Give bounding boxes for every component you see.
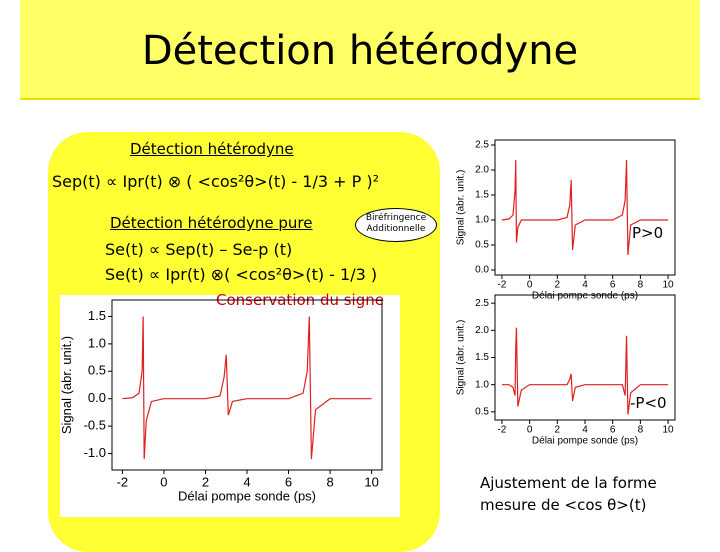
y-tick-label: 2.0 (475, 165, 489, 176)
y-tick-label: -0.5 (84, 418, 106, 433)
y-tick-label: 0.5 (475, 406, 489, 417)
x-tick-label: 4 (582, 280, 588, 291)
x-tick-label: 10 (663, 425, 675, 436)
x-tick-label: 8 (326, 474, 333, 489)
caption: Ajustement de la forme (480, 474, 657, 492)
y-tick-label: 0.0 (88, 390, 106, 405)
y-tick-label: 0.5 (475, 240, 489, 251)
label: -P<0 (630, 394, 667, 412)
x-tick-label: 0 (527, 425, 533, 436)
x-axis-label: Délai pompe sonde (ps) (532, 436, 638, 447)
x-tick-label: 6 (610, 280, 616, 291)
x-tick-label: 4 (243, 474, 250, 489)
x-tick-label: 2 (555, 280, 561, 291)
x-tick-label: 4 (582, 425, 588, 436)
charts: -1.0 -0.5 0.0 0.5 1.0 1.5 -2 0 2 4 6 8 10 Délai pompe… (59, 139, 676, 504)
x-tick-label: -2 (497, 280, 506, 291)
y-tick-label: 1.5 (475, 352, 489, 363)
signal-line (122, 316, 372, 460)
y-tick-label: 1.5 (475, 190, 489, 201)
signal-line (501, 159, 669, 256)
y-tick-label: 1.0 (88, 335, 106, 350)
y-tick-label: 1.0 (475, 379, 489, 390)
y-axis-label: Signal (abr. unit.) (456, 170, 467, 246)
x-tick-label: 6 (285, 474, 292, 489)
plot-frame (111, 299, 383, 471)
x-tick-label: -2 (117, 474, 129, 489)
label: P>0 (632, 224, 664, 242)
y-tick-label: -1.0 (84, 445, 106, 460)
x-tick-label: 2 (555, 425, 561, 436)
signal-line (501, 327, 669, 415)
plot-frame (494, 294, 676, 421)
y-tick-label: 1.0 (475, 215, 489, 226)
subtitle: Détection hétérodyne (130, 140, 294, 158)
x-axis-label: Délai pompe sonde (ps) (178, 489, 316, 504)
plot-background (60, 295, 400, 517)
y-tick-label: 0.0 (475, 265, 489, 276)
formula: Sep(t) ∝ Ipr(t) ⊗ ( <cos²θ>(t) - 1/3 + P… (52, 172, 379, 191)
x-tick-label: 0 (527, 280, 533, 291)
y-tick-label: 2.5 (475, 140, 489, 151)
x-axis-label: Délai pompe sonde (ps) (532, 291, 638, 302)
title-box: Détection hétérodyne (20, 0, 700, 100)
slide-title: Détection hétérodyne (141, 28, 579, 74)
heading: Détection hétérodyne pure (110, 214, 313, 232)
y-tick-label: 1.5 (88, 308, 106, 323)
x-tick-label: 0 (160, 474, 167, 489)
y-tick-label: 2.5 (475, 298, 489, 309)
y-axis-label: Signal (abr. unit.) (456, 320, 467, 396)
x-tick-label: 8 (638, 280, 644, 291)
x-tick-label: 10 (663, 280, 675, 291)
plot-frame (494, 139, 676, 276)
bubble: Biréfringence Additionnelle (355, 208, 437, 242)
y-tick-label: 2.0 (475, 325, 489, 336)
x-tick-label: 8 (638, 425, 644, 436)
caption: mesure de <cos θ>(t) (480, 496, 647, 514)
x-tick-label: 6 (610, 425, 616, 436)
formula: Se(t) ∝ Sep(t) – Se-p (t) (105, 240, 293, 259)
x-tick-label: -2 (497, 425, 506, 436)
formula: Se(t) ∝ Ipr(t) ⊗( <cos²θ>(t) - 1/3 ) (105, 265, 378, 284)
x-tick-label: 10 (364, 474, 378, 489)
y-axis-label: Signal (abr. unit.) (59, 336, 74, 434)
x-tick-label: 2 (202, 474, 209, 489)
y-tick-label: 0.5 (88, 363, 106, 378)
slide: Détection hétérodyne Détection hétérodyn… (20, 0, 700, 552)
